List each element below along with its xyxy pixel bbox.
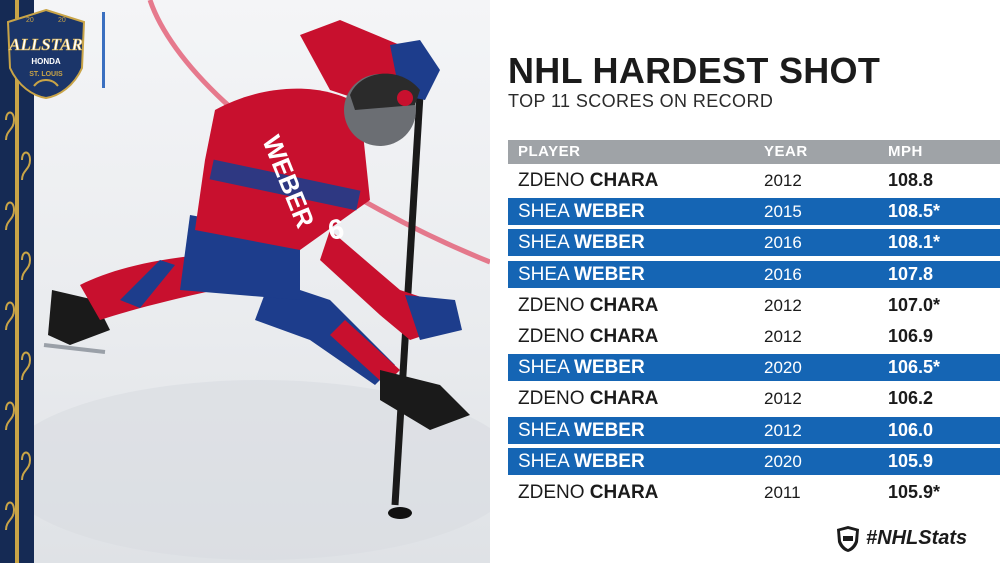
player-last-name: CHARA xyxy=(589,294,659,316)
logo-city: ST. LOUIS xyxy=(29,71,63,78)
shot-speed-mph: 107.0* xyxy=(888,294,941,315)
player-last-name: WEBER xyxy=(573,201,645,223)
table-row: SHEA WEBER 2020 106.5* xyxy=(508,354,1000,382)
player-last-name: WEBER xyxy=(573,357,645,379)
shot-speed-mph: 108.5* xyxy=(888,201,941,222)
record-year: 2016 xyxy=(764,233,802,253)
player-name: SHEA WEBER xyxy=(518,357,645,379)
table-row: ZDENO CHARA 2012 107.0* xyxy=(508,291,1000,319)
player-last-name: WEBER xyxy=(573,232,645,254)
column-header-player: PLAYER xyxy=(518,143,581,160)
player-first-name: SHEA xyxy=(518,201,569,223)
record-year: 2016 xyxy=(764,264,802,284)
shot-speed-mph: 106.2 xyxy=(888,388,934,409)
player-first-name: ZDENO xyxy=(518,325,585,347)
page-subtitle: TOP 11 SCORES ON RECORD xyxy=(508,91,774,111)
player-first-name: ZDENO xyxy=(518,294,585,316)
player-name: SHEA WEBER xyxy=(518,201,645,223)
record-year: 2012 xyxy=(764,389,802,409)
gold-stripe-line xyxy=(15,0,19,563)
table-row: SHEA WEBER 2020 105.9 xyxy=(508,447,1000,475)
record-year: 2020 xyxy=(764,451,802,471)
shot-speed-mph: 105.9 xyxy=(888,450,934,471)
player-last-name: CHARA xyxy=(589,388,659,410)
logo-year-left: 20 xyxy=(26,17,34,24)
player-first-name: ZDENO xyxy=(518,170,585,191)
player-photo: WEBER 6 xyxy=(0,0,490,563)
hockey-player-illustration: WEBER 6 xyxy=(0,0,490,560)
logo-year-right: 20 xyxy=(58,17,66,24)
player-first-name: SHEA xyxy=(518,450,569,472)
ornament-pattern-icon xyxy=(5,111,32,531)
record-year: 2020 xyxy=(764,358,802,378)
player-last-name: CHARA xyxy=(589,325,659,347)
player-first-name: SHEA xyxy=(518,263,569,285)
player-first-name: ZDENO xyxy=(518,481,585,503)
table-row: SHEA WEBER 2016 108.1* xyxy=(508,229,1000,257)
table-row: SHEA WEBER 2016 107.8 xyxy=(508,260,1000,288)
player-last-name: WEBER xyxy=(573,263,645,285)
jersey-number: 6 xyxy=(326,213,347,246)
shot-speed-mph: 106.0 xyxy=(888,419,934,440)
shot-speed-mph: 106.9 xyxy=(888,325,934,346)
record-year: 2012 xyxy=(764,326,802,346)
column-header-year: YEAR xyxy=(764,143,808,160)
table-row: ZDENO CHARA 2012 108.8 xyxy=(508,167,1000,194)
logo-divider xyxy=(102,12,105,88)
table-header: PLAYER YEAR MPH xyxy=(508,140,1000,164)
player-name: SHEA WEBER xyxy=(518,451,645,473)
player-name: ZDENO CHARA xyxy=(518,295,658,317)
player-last-name: CHARA xyxy=(589,481,659,503)
record-year: 2011 xyxy=(764,482,801,502)
shot-speed-mph: 108.1* xyxy=(888,232,941,253)
player-last-name: WEBER xyxy=(573,419,645,441)
player-name: SHEA WEBER xyxy=(518,420,645,442)
record-year: 2012 xyxy=(764,295,802,315)
player-first-name: SHEA xyxy=(518,232,569,254)
page-title: NHL HARDEST SHOT xyxy=(508,50,881,91)
table-row: ZDENO CHARA 2012 106.2 xyxy=(508,385,1000,413)
record-year: 2012 xyxy=(764,171,802,190)
player-first-name: ZDENO xyxy=(518,388,585,410)
logo-sponsor: HONDA xyxy=(31,57,61,66)
table-row: SHEA WEBER 2015 108.5* xyxy=(508,198,1000,226)
player-first-name: SHEA xyxy=(518,357,569,379)
player-last-name: CHARA xyxy=(589,170,659,191)
column-header-mph: MPH xyxy=(888,143,923,160)
player-name: SHEA WEBER xyxy=(518,232,645,254)
logo-brand: ALLSTAR xyxy=(8,35,83,54)
player-first-name: SHEA xyxy=(518,419,569,441)
shot-speed-mph: 108.8 xyxy=(888,170,934,190)
player-name: ZDENO CHARA xyxy=(518,388,658,410)
player-name: ZDENO CHARA xyxy=(518,482,658,504)
decorative-stripe xyxy=(0,0,34,563)
table-row: ZDENO CHARA 2012 106.9 xyxy=(508,322,1000,350)
shot-speed-mph: 106.5* xyxy=(888,357,941,378)
score-table: ZDENO CHARA 2012 108.8 SHEA WEBER 2015 108.5*… xyxy=(508,167,1000,510)
player-name: ZDENO CHARA xyxy=(518,326,658,348)
table-row: SHEA WEBER 2012 106.0 xyxy=(508,416,1000,444)
table-row: ZDENO CHARA 2011 105.9* xyxy=(508,478,1000,506)
player-name: SHEA WEBER xyxy=(518,264,645,286)
record-year: 2012 xyxy=(764,420,802,440)
shot-speed-mph: 107.8 xyxy=(888,263,934,284)
player-name: ZDENO CHARA xyxy=(518,170,658,192)
allstar-logo: 20 20 ALLSTAR HONDA ST. LOUIS xyxy=(4,8,88,100)
shot-speed-mph: 105.9* xyxy=(888,481,941,502)
record-year: 2015 xyxy=(764,202,802,222)
nhl-shield-icon xyxy=(837,526,859,552)
player-last-name: WEBER xyxy=(573,450,645,472)
hashtag-label: #NHLStats xyxy=(866,527,968,549)
